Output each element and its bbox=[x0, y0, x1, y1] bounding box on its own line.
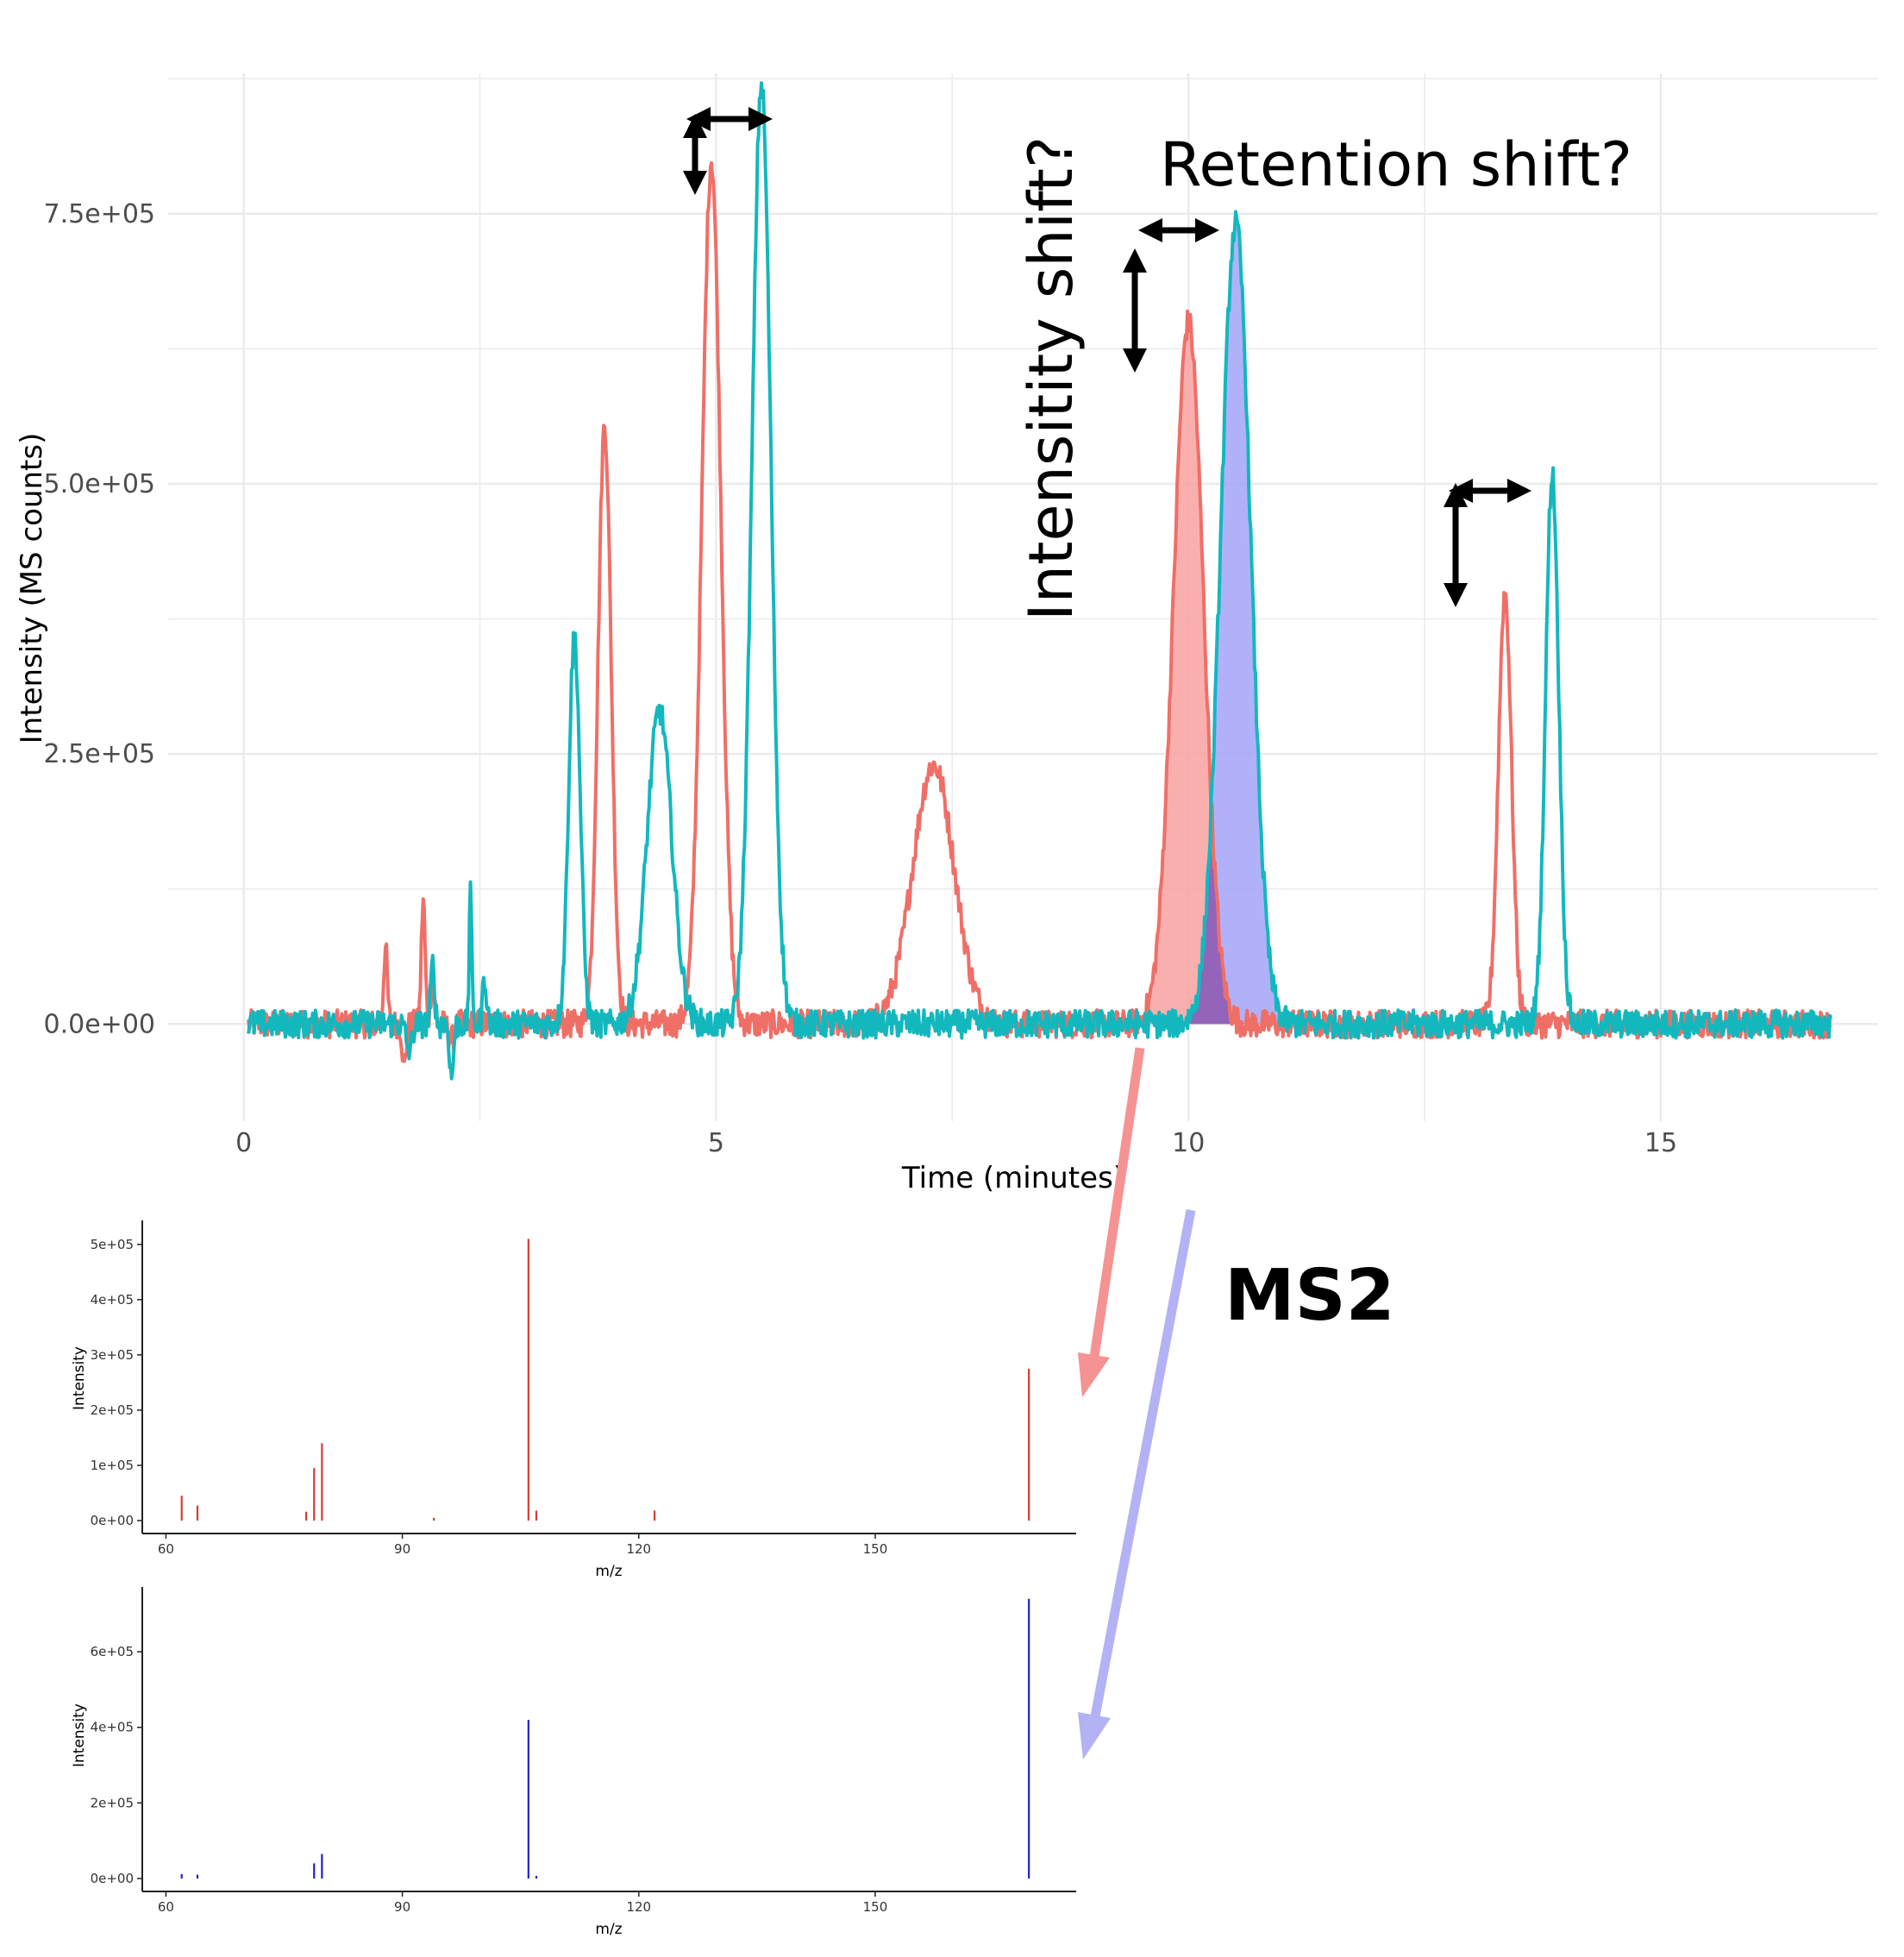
chromatogram-x-tick-label: 5 bbox=[708, 1128, 724, 1158]
ms2-spectrum-1-x-tick-label: 60 bbox=[158, 1541, 174, 1557]
retention-shift-label: Retention shift? bbox=[1160, 129, 1632, 200]
annotations: Retention shift? Intensitity shift? MS2 bbox=[683, 107, 1632, 1759]
ms2-spectrum-2-ticks: 60 90 120 150 0e+00 2e+05 4e+05 6e+05 bbox=[91, 1644, 888, 1915]
ms2-spectrum-2-y-tick-label: 4e+05 bbox=[91, 1720, 134, 1735]
ms2-spectrum-2-y-axis-title: Intensity bbox=[71, 1703, 88, 1767]
ms2-spectrum-2-x-tick-label: 60 bbox=[158, 1899, 174, 1915]
ms2-spectrum-1-y-tick-label: 0e+00 bbox=[91, 1513, 134, 1528]
ms2-spectrum-1-x-axis-title: m/z bbox=[595, 1563, 622, 1580]
chromatogram-x-tick-label: 0 bbox=[235, 1128, 252, 1158]
ms2-spectrum-2-y-tick-label: 2e+05 bbox=[91, 1795, 134, 1810]
ms2-spectrum-2-y-tick-label: 0e+00 bbox=[91, 1871, 134, 1886]
chromatogram-series bbox=[247, 81, 1833, 1081]
ms2-spectrum-1-y-tick-label: 4e+05 bbox=[91, 1292, 134, 1308]
ms2-spectrum-1-x-tick-label: 90 bbox=[394, 1541, 410, 1557]
ms2-spectrum-1-y-tick-label: 3e+05 bbox=[91, 1347, 134, 1363]
ms2-spectrum-2-x-tick-label: 150 bbox=[863, 1899, 888, 1915]
ms2-spectrum-1-x-tick-label: 120 bbox=[626, 1541, 651, 1557]
ms2-spectrum-2-peaks bbox=[180, 1598, 1030, 1879]
highlighted-peak-fills bbox=[1140, 224, 1285, 1025]
chromatogram-x-tick-label: 10 bbox=[1172, 1128, 1205, 1158]
ms2-spectrum-1-ticks: 60 90 120 150 0e+00 1e+05 2e+05 3e+05 4e+05 5e+05 bbox=[91, 1237, 888, 1557]
series-line-sample-2 bbox=[247, 81, 1833, 1081]
highlighted-peak-overlap bbox=[1150, 810, 1274, 1025]
ms2-spectrum-2-x-tick-label: 90 bbox=[394, 1899, 410, 1915]
chromatogram-x-tick-label: 15 bbox=[1644, 1128, 1677, 1158]
ms2-label: MS2 bbox=[1224, 1255, 1395, 1337]
series-line-sample-1 bbox=[247, 161, 1832, 1063]
ms2-spectrum-1-peaks bbox=[180, 1239, 1030, 1521]
ms2-spectrum-2-y-tick-label: 6e+05 bbox=[91, 1644, 134, 1659]
intensity-shift-label: Intensitity shift? bbox=[1016, 136, 1087, 621]
chromatogram-y-tick-label: 0.0e+00 bbox=[44, 1009, 155, 1039]
ms2-spectrum-1-y-tick-label: 1e+05 bbox=[91, 1458, 134, 1473]
ms2-spectrum-2: 60 90 120 150 0e+00 2e+05 4e+05 6e+05 m/z Inten… bbox=[71, 1587, 1076, 1938]
ms2-arrow-blue bbox=[1078, 1208, 1196, 1759]
ms2-spectrum-2-x-tick-label: 120 bbox=[626, 1899, 651, 1915]
ms2-spectrum-1: 60 90 120 150 0e+00 1e+05 2e+05 3e+05 4e+05 5e+05… bbox=[71, 1220, 1076, 1580]
ms2-spectrum-1-x-tick-label: 150 bbox=[863, 1541, 888, 1557]
chromatogram-x-tick-labels: 0 5 10 15 bbox=[235, 1128, 1677, 1158]
ms2-spectrum-2-x-axis-title: m/z bbox=[595, 1921, 622, 1938]
chromatogram-y-tick-labels: 0.0e+00 2.5e+05 5.0e+05 7.5e+05 bbox=[44, 199, 155, 1039]
chromatogram-x-axis-title: Time (minutes) bbox=[901, 1161, 1124, 1195]
ms2-spectrum-1-y-tick-label: 2e+05 bbox=[91, 1402, 134, 1418]
chromatogram-y-tick-label: 5.0e+05 bbox=[44, 469, 155, 499]
ms2-spectrum-1-y-tick-label: 5e+05 bbox=[91, 1237, 134, 1252]
ms2-arrow-red bbox=[1078, 1047, 1145, 1397]
chromatogram-y-axis-title: Intensity (MS counts) bbox=[15, 433, 49, 744]
ms2-spectrum-1-y-axis-title: Intensity bbox=[71, 1346, 88, 1410]
chromatogram-chart: 0 5 10 15 0.0e+00 2.5e+05 5.0e+05 7.5e+05 Time… bbox=[15, 73, 1878, 1195]
chromatogram-y-tick-label: 2.5e+05 bbox=[44, 739, 155, 769]
chromatogram-y-tick-label: 7.5e+05 bbox=[44, 199, 155, 229]
